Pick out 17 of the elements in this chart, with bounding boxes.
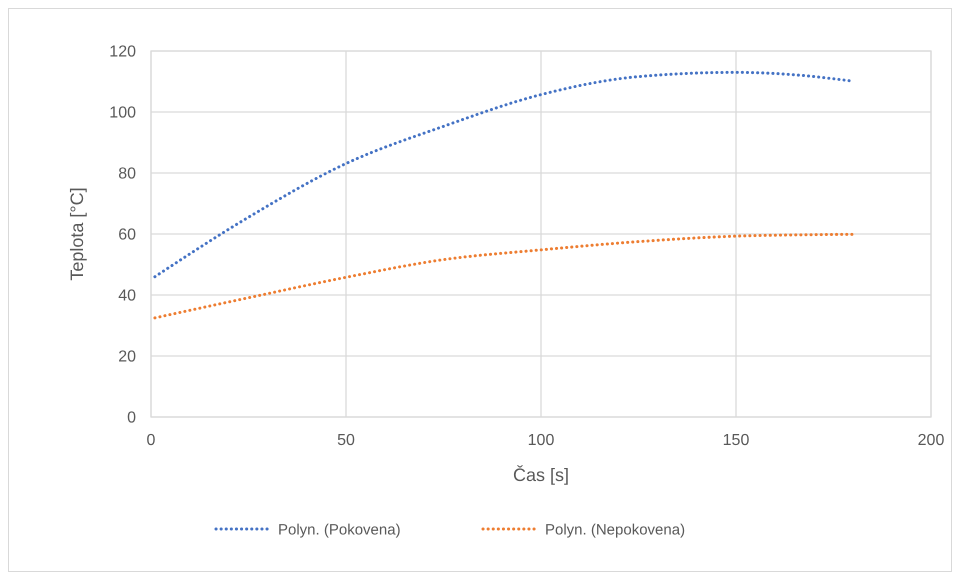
y-tick-label: 20	[118, 348, 136, 366]
x-axis-title: Čas [s]	[512, 465, 570, 485]
y-tick-label: 60	[118, 226, 136, 244]
x-tick-label: 150	[722, 432, 750, 449]
y-axis-title: Teplota [°C]	[67, 187, 87, 281]
x-tick-label: 0	[146, 432, 156, 449]
legend-label: Polyn. (Pokovena)	[278, 521, 401, 538]
x-tick-label: 200	[918, 432, 944, 449]
y-tick-label: 0	[127, 410, 136, 427]
y-tick-label: 40	[118, 288, 136, 305]
y-tick-label: 100	[109, 104, 136, 122]
x-tick-label: 50	[337, 432, 355, 449]
y-tick-label: 80	[118, 166, 136, 183]
y-tick-label: 120	[109, 44, 136, 61]
x-tick-label: 100	[528, 432, 554, 449]
legend-label: Polyn. (Nepokovena)	[545, 521, 686, 538]
line-series	[153, 232, 854, 320]
